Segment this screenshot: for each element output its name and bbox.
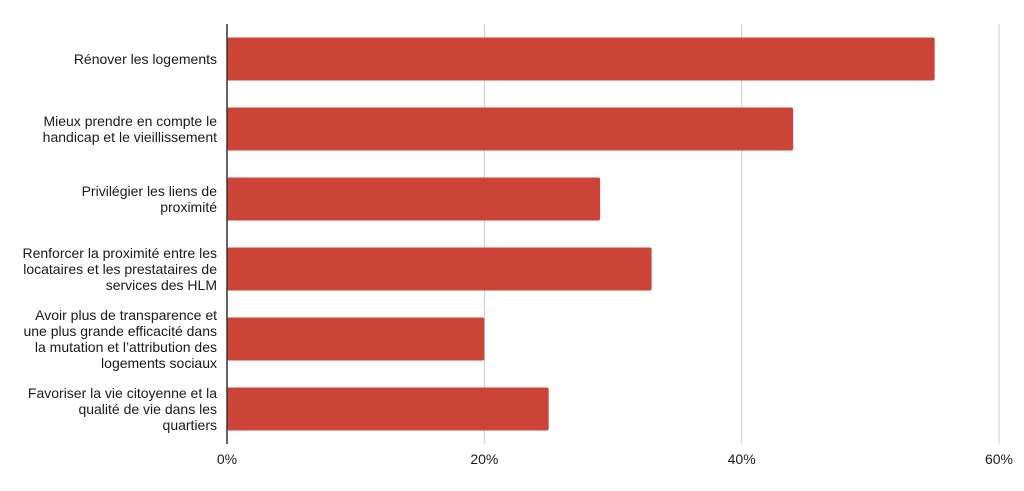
bar	[227, 247, 652, 291]
bar	[227, 107, 794, 151]
category-label: Privilégier les liens de proximité	[82, 183, 218, 215]
bar	[227, 37, 935, 81]
bar	[227, 387, 549, 431]
x-tick-label: 40%	[728, 451, 756, 467]
category-label: Favoriser la vie citoyenne et la qualité …	[28, 385, 217, 433]
category-label: Mieux prendre en compte le handicap et le…	[43, 113, 218, 145]
grid-lines	[483, 24, 1000, 444]
x-tick-labels: 0% 20% 40% 60%	[217, 451, 1013, 467]
category-label: Renforcer la proximité entre les locatair…	[22, 245, 217, 293]
x-tick-label: 20%	[470, 451, 498, 467]
category-label: Rénover les logements	[74, 51, 217, 67]
category-label: Avoir plus de transparence et une plus gr…	[23, 307, 217, 371]
x-tick-label: 0%	[217, 451, 237, 467]
bars	[227, 37, 935, 431]
x-tick-label: 60%	[985, 451, 1013, 467]
bar	[227, 317, 485, 361]
bar	[227, 177, 601, 221]
category-labels: Rénover les logements Mieux prendre en co…	[22, 51, 217, 433]
